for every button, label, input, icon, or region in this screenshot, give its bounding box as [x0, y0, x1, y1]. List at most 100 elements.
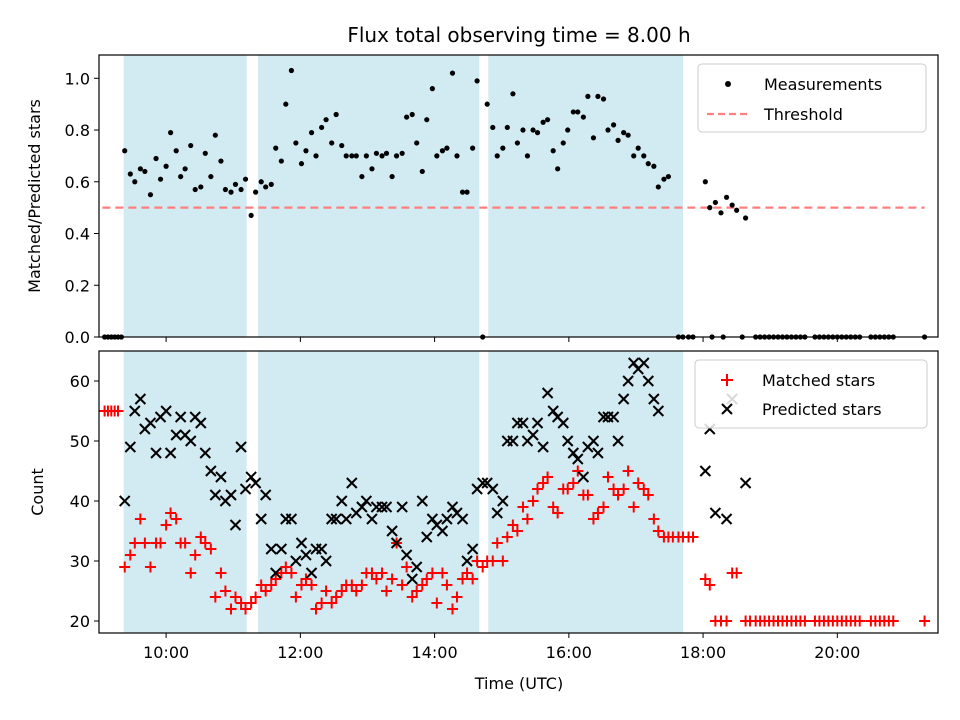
predicted-star-point [320, 555, 332, 567]
matched-star-point [731, 567, 743, 579]
predicted-star-point [360, 495, 373, 507]
measurement-point [393, 153, 400, 159]
measurement-point [248, 212, 254, 219]
measurement-point [153, 155, 159, 162]
matched-star-point [648, 513, 660, 525]
predicted-star-point [185, 435, 197, 447]
predicted-star-point [295, 537, 308, 549]
matched-star-point [608, 483, 620, 495]
predicted-star-point [119, 495, 131, 507]
predicted-star-point [300, 549, 312, 561]
predicted-star-point [129, 405, 141, 417]
y-tick-label: 0.2 [65, 276, 90, 295]
matched-star-point [219, 585, 231, 597]
predicted-star-point [239, 483, 252, 495]
predicted-star-point [517, 417, 529, 429]
measurement-point [600, 96, 607, 102]
matched-star-point [112, 405, 124, 417]
matched-star-point [572, 465, 584, 477]
measurement-point [404, 114, 410, 120]
measurement-point [655, 184, 661, 190]
matched-star-point [406, 591, 418, 603]
measurement-point [303, 148, 309, 154]
predicted-star-point [174, 411, 187, 423]
measurement-point [580, 114, 586, 120]
measurement-point [514, 140, 520, 146]
matched-star-point [491, 537, 503, 549]
matched-star-point [124, 549, 136, 561]
predicted-star-point [386, 525, 398, 537]
predicted-star-point [160, 405, 172, 417]
matched-star-point [326, 597, 338, 609]
predicted-star-point [255, 513, 267, 525]
predicted-star-point [346, 477, 358, 489]
measurement-point [459, 189, 466, 195]
measurement-point [218, 158, 224, 164]
predicted-star-point [436, 525, 449, 537]
measurement-point [702, 179, 708, 185]
measurement-point [605, 127, 611, 133]
matched-star-point [229, 591, 241, 603]
matched-star-point [721, 615, 733, 627]
matched-star-point [316, 597, 328, 609]
predicted-star-point [170, 429, 182, 441]
measurement-point [308, 130, 315, 136]
matched-star-point [511, 525, 523, 537]
measurement-point [182, 166, 188, 172]
matched-star-point [451, 591, 463, 603]
measurement-point [540, 119, 546, 125]
measurement-point [504, 124, 510, 131]
measurement-point [610, 122, 617, 128]
x-tick-label: 16:00 [546, 643, 592, 662]
measurement-point [343, 153, 349, 159]
matched-star-point [887, 615, 899, 627]
measurement-point [712, 199, 718, 206]
measurement-point [288, 67, 295, 74]
matched-star-point [477, 561, 489, 573]
predicted-star-point [531, 417, 544, 429]
predicted-star-point [270, 567, 282, 579]
matched-star-point [562, 483, 574, 495]
measurement-point [313, 153, 319, 159]
matched-star-point [426, 567, 438, 579]
measurement-point [253, 189, 259, 195]
measurement-point [635, 145, 641, 151]
measurement-point [434, 153, 440, 159]
matched-star-point [587, 513, 599, 525]
predicted-star-point [315, 543, 328, 555]
matched-star-point [582, 489, 594, 501]
matched-star-point [567, 477, 579, 489]
measurement-point [723, 194, 730, 200]
measurement-point [278, 158, 284, 164]
x-tick-label: 20:00 [814, 643, 860, 662]
predicted-star-point [487, 483, 499, 495]
matched-star-point [199, 537, 211, 549]
measurement-point [534, 130, 541, 136]
matched-star-point [250, 591, 262, 603]
matched-star-point [396, 579, 408, 591]
predicted-star-point [466, 543, 479, 555]
measurement-point [192, 186, 198, 193]
matched-star-point [119, 561, 131, 573]
predicted-star-point [491, 507, 503, 519]
matched-star-point [652, 525, 664, 537]
matched-star-point [552, 507, 564, 519]
matched-star-point [260, 585, 272, 597]
predicted-star-point [597, 411, 610, 423]
matched-star-point [618, 483, 630, 495]
measurement-point [444, 145, 450, 151]
matched-star-point [411, 585, 423, 597]
predicted-star-point [380, 501, 393, 513]
measurement-point [631, 153, 637, 159]
y-tick-label: 40 [70, 492, 90, 511]
measurement-point [661, 176, 667, 182]
measurement-point [615, 137, 621, 143]
matched-star-point [290, 591, 302, 603]
predicted-star-point [617, 393, 630, 405]
measurement-point [167, 130, 174, 136]
measurement-point [544, 117, 551, 123]
matched-star-point [497, 555, 509, 567]
measurement-point [641, 153, 647, 159]
measurement-point [389, 173, 395, 180]
